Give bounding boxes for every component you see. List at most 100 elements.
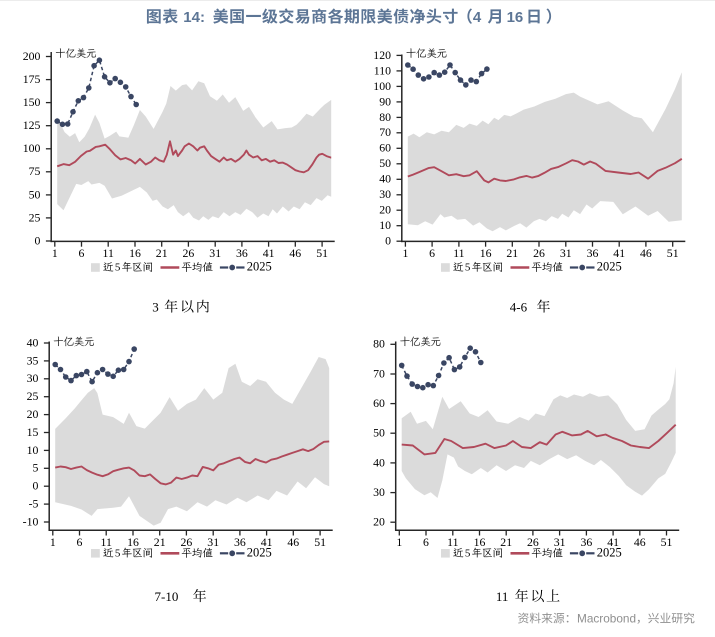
svg-text:51: 51 xyxy=(667,246,679,260)
svg-text:80: 80 xyxy=(379,110,391,124)
svg-text:6: 6 xyxy=(429,246,435,260)
svg-text:11: 11 xyxy=(101,535,112,549)
svg-text:36: 36 xyxy=(581,535,593,549)
svg-text:46: 46 xyxy=(640,246,652,260)
svg-text:1: 1 xyxy=(52,246,58,260)
svg-text:40: 40 xyxy=(27,335,39,349)
svg-text:0: 0 xyxy=(34,233,40,247)
svg-text:150: 150 xyxy=(23,95,41,109)
svg-text:5: 5 xyxy=(465,548,471,560)
svg-text:30: 30 xyxy=(27,371,39,385)
svg-text:20: 20 xyxy=(373,515,385,529)
svg-text:16: 16 xyxy=(507,9,524,26)
svg-text:110: 110 xyxy=(374,63,391,77)
svg-text:40: 40 xyxy=(379,172,391,186)
svg-text:100: 100 xyxy=(373,79,391,93)
svg-text:36: 36 xyxy=(236,246,248,260)
svg-text:75: 75 xyxy=(29,164,41,178)
svg-text:36: 36 xyxy=(587,246,599,260)
svg-text:21: 21 xyxy=(156,246,168,260)
svg-text:3: 3 xyxy=(152,300,159,315)
svg-text:30: 30 xyxy=(379,187,391,201)
svg-text:11: 11 xyxy=(447,535,458,549)
svg-text:2025: 2025 xyxy=(247,260,272,274)
svg-text:50: 50 xyxy=(379,156,391,170)
svg-text:60: 60 xyxy=(373,396,385,410)
svg-text:5: 5 xyxy=(115,262,121,274)
svg-text:11: 11 xyxy=(496,589,509,604)
svg-text:26: 26 xyxy=(181,535,193,549)
svg-text:4-6: 4-6 xyxy=(510,300,528,315)
svg-text:200: 200 xyxy=(23,49,41,63)
svg-text:51: 51 xyxy=(314,535,326,549)
svg-text:21: 21 xyxy=(506,246,518,260)
svg-text:41: 41 xyxy=(607,535,619,549)
svg-text:2025: 2025 xyxy=(597,546,622,560)
svg-text:6: 6 xyxy=(79,246,85,260)
svg-text:20: 20 xyxy=(379,203,391,217)
svg-text:21: 21 xyxy=(500,535,512,549)
svg-text:35: 35 xyxy=(27,353,39,367)
svg-text:31: 31 xyxy=(209,246,221,260)
svg-text:70: 70 xyxy=(379,125,391,139)
svg-text:175: 175 xyxy=(23,72,41,86)
svg-text:50: 50 xyxy=(29,187,41,201)
svg-text:120: 120 xyxy=(373,48,391,62)
svg-text:1: 1 xyxy=(50,535,56,549)
svg-text:25: 25 xyxy=(27,389,39,403)
svg-text:51: 51 xyxy=(316,246,328,260)
svg-text:40: 40 xyxy=(373,455,385,469)
svg-text:46: 46 xyxy=(289,246,301,260)
svg-text:125: 125 xyxy=(23,118,41,132)
svg-text:10: 10 xyxy=(27,443,39,457)
svg-text:11: 11 xyxy=(453,246,464,260)
svg-text:25: 25 xyxy=(29,210,41,224)
svg-text:41: 41 xyxy=(613,246,625,260)
svg-text:15: 15 xyxy=(27,425,39,439)
svg-text:46: 46 xyxy=(634,535,646,549)
svg-text:20: 20 xyxy=(27,407,39,421)
svg-text:90: 90 xyxy=(379,94,391,108)
svg-text:-5: -5 xyxy=(29,497,39,511)
svg-text:7-10: 7-10 xyxy=(155,589,179,604)
svg-text:10: 10 xyxy=(379,218,391,232)
svg-text:4: 4 xyxy=(473,9,482,26)
svg-text:0: 0 xyxy=(32,479,38,493)
svg-text:60: 60 xyxy=(379,141,391,155)
svg-text:100: 100 xyxy=(23,141,41,155)
svg-text:50: 50 xyxy=(373,426,385,440)
svg-text:5: 5 xyxy=(115,548,121,560)
svg-text:26: 26 xyxy=(183,246,195,260)
svg-text:16: 16 xyxy=(480,246,492,260)
svg-text:21: 21 xyxy=(154,535,166,549)
svg-text:80: 80 xyxy=(373,337,385,351)
svg-text:1: 1 xyxy=(396,535,402,549)
svg-text:41: 41 xyxy=(261,535,273,549)
svg-text:14:: 14: xyxy=(183,9,205,26)
svg-text:0: 0 xyxy=(385,234,391,248)
svg-text:30: 30 xyxy=(373,485,385,499)
svg-text:41: 41 xyxy=(263,246,275,260)
svg-text:51: 51 xyxy=(661,535,673,549)
svg-text:16: 16 xyxy=(129,246,141,260)
svg-text:6: 6 xyxy=(77,535,83,549)
svg-text:11: 11 xyxy=(103,246,114,260)
svg-text:16: 16 xyxy=(127,535,139,549)
svg-text:26: 26 xyxy=(533,246,545,260)
svg-text:6: 6 xyxy=(423,535,429,549)
svg-text:-10: -10 xyxy=(23,514,39,528)
svg-text:16: 16 xyxy=(474,535,486,549)
svg-text:Macrobond: Macrobond xyxy=(577,612,636,626)
svg-text:36: 36 xyxy=(234,535,246,549)
svg-text:70: 70 xyxy=(373,366,385,380)
svg-text:2025: 2025 xyxy=(247,546,272,560)
svg-text:26: 26 xyxy=(527,535,539,549)
svg-text:31: 31 xyxy=(560,246,572,260)
svg-text:46: 46 xyxy=(287,535,299,549)
svg-text:31: 31 xyxy=(554,535,566,549)
svg-text:31: 31 xyxy=(207,535,219,549)
svg-text:2025: 2025 xyxy=(597,260,622,274)
svg-text:1: 1 xyxy=(402,246,408,260)
svg-text:5: 5 xyxy=(465,262,471,274)
svg-text:5: 5 xyxy=(32,461,38,475)
